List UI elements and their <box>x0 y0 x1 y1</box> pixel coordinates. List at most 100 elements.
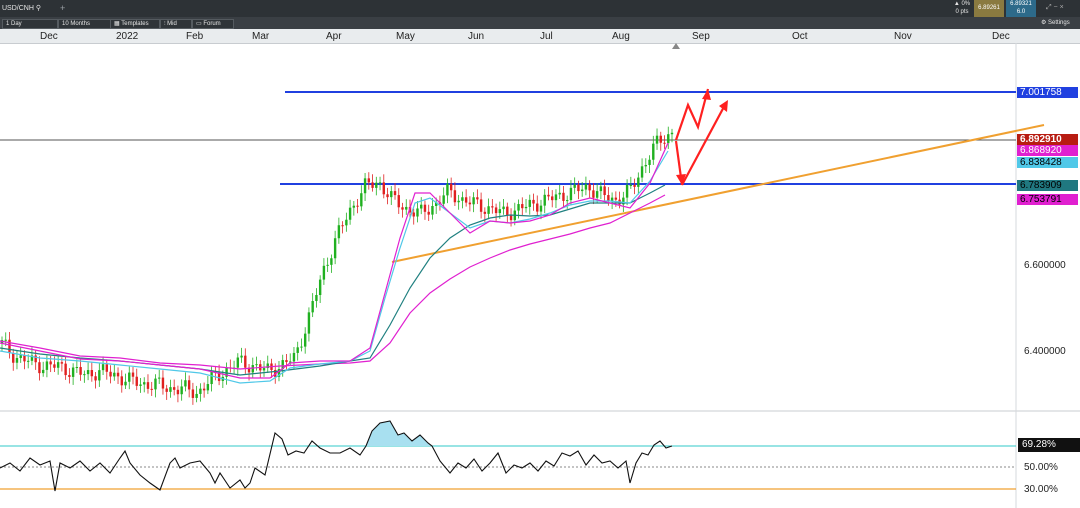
candle-body <box>509 215 513 221</box>
interval-select[interactable]: 1 Day <box>2 19 58 29</box>
candle-body <box>378 182 382 184</box>
candle-body <box>517 204 520 211</box>
top-bar: USD/CNH ⚲ + ▲ 0% 0 pts 6.89261 6.89321 6… <box>0 0 1080 17</box>
gear-icon: ⚙ <box>1041 20 1049 26</box>
ma-cyan-label: 6.838428 <box>1017 157 1078 168</box>
candle-body <box>210 371 213 385</box>
candle-body <box>562 192 565 201</box>
candle-body <box>472 197 475 205</box>
candle-body <box>607 195 610 202</box>
quote-change: ▲ 0% 0 pts <box>952 0 972 17</box>
chart-toolbar: 1 Day 10 Months ▦ Templates ⫶ Mid ▭ Foru… <box>0 17 1080 29</box>
price-chart[interactable] <box>0 43 1080 508</box>
trendline[interactable] <box>391 124 1045 263</box>
date-axis: Dec 2022 Feb Mar Apr May Jun Jul Aug Sep… <box>0 29 1080 44</box>
arrow-head-icon <box>676 174 686 185</box>
candle-body <box>180 386 183 395</box>
date-tick: Aug <box>612 31 630 42</box>
ask-price[interactable]: 6.89321 6.0 <box>1006 0 1036 17</box>
range-select[interactable]: 10 Months <box>58 19 112 29</box>
candle-body <box>405 206 408 210</box>
candle-body <box>637 177 640 187</box>
add-tab-icon[interactable]: + <box>60 3 66 13</box>
quote-change-pts: 0 pts <box>955 9 969 15</box>
date-tick: May <box>396 31 415 42</box>
candle-body <box>390 191 393 198</box>
symbol-tab[interactable]: USD/CNH ⚲ <box>2 4 41 12</box>
candle-body <box>648 159 651 165</box>
candle-body <box>476 197 479 200</box>
candle-body <box>412 212 415 217</box>
candle-body <box>667 134 670 144</box>
candle-body <box>528 199 531 207</box>
date-tick: Nov <box>894 31 912 42</box>
candle-body <box>285 360 288 363</box>
candle-body <box>101 364 105 371</box>
candle-body <box>502 206 505 210</box>
candle-body <box>382 182 385 195</box>
bid-price[interactable]: 6.89261 <box>974 0 1004 17</box>
candle-body <box>558 192 561 195</box>
date-tick: Oct <box>792 31 808 42</box>
candle-body <box>551 196 554 201</box>
candle-body <box>150 388 153 390</box>
ma-short-label: 6.868920 <box>1017 145 1078 156</box>
templates-button[interactable]: ▦ Templates <box>110 19 160 29</box>
candle-body <box>199 388 202 394</box>
candle-body <box>633 184 636 187</box>
candle-body <box>296 347 299 353</box>
arrow-head-icon <box>719 100 728 112</box>
candle-body <box>330 258 333 265</box>
date-tick: Jul <box>540 31 553 42</box>
candle-body <box>326 264 329 266</box>
candle-body <box>225 367 228 377</box>
candle-body <box>86 370 90 375</box>
ma-short-magenta <box>0 142 669 379</box>
candle-body <box>135 376 138 386</box>
candle-body <box>468 202 472 205</box>
spread-value: 6.0 <box>1016 9 1026 15</box>
candle-body <box>15 358 19 363</box>
search-icon[interactable]: ⚲ <box>35 5 41 12</box>
ma-mid-teal <box>0 184 666 376</box>
mid-button[interactable]: ⫶ Mid <box>160 19 192 29</box>
candle-body <box>341 225 344 227</box>
candle-body <box>498 209 502 214</box>
candle-body <box>536 203 539 212</box>
candle-body <box>90 370 94 377</box>
candle-body <box>610 197 614 202</box>
candle-body <box>337 225 341 239</box>
candle-body <box>644 164 647 167</box>
candle-body <box>457 200 460 203</box>
window-controls-icon[interactable]: ⤢ − × <box>1046 4 1064 11</box>
candle-body <box>442 195 445 204</box>
candle-body <box>584 184 588 190</box>
candle-body <box>491 206 494 208</box>
scroll-marker-icon[interactable] <box>672 43 680 49</box>
candle-body <box>565 200 569 202</box>
candle-body <box>640 166 644 178</box>
candle-body <box>71 367 75 377</box>
candle-body <box>580 189 584 192</box>
price-tick: 6.600000 <box>1024 260 1066 271</box>
candle-body <box>187 380 191 390</box>
date-tick: Feb <box>186 31 204 42</box>
date-tick: Apr <box>326 31 342 42</box>
candle-body <box>217 372 221 381</box>
candle-body <box>360 193 363 207</box>
candle-body <box>131 372 135 377</box>
candle-body <box>311 301 314 313</box>
candle-body <box>625 184 629 198</box>
candle-body <box>595 191 599 198</box>
candle-body <box>599 186 603 192</box>
candle-body <box>532 199 535 204</box>
candle-body <box>622 197 625 205</box>
quote-change-pct: ▲ 0% <box>953 1 971 7</box>
settings-button[interactable]: ⚙ Settings <box>1038 19 1080 27</box>
forum-button[interactable]: ▭ Forum <box>192 19 234 29</box>
candle-body <box>244 355 247 368</box>
date-tick: Mar <box>252 31 270 42</box>
candle-body <box>255 364 258 366</box>
candle-body <box>139 384 142 386</box>
candle-body <box>109 371 112 377</box>
